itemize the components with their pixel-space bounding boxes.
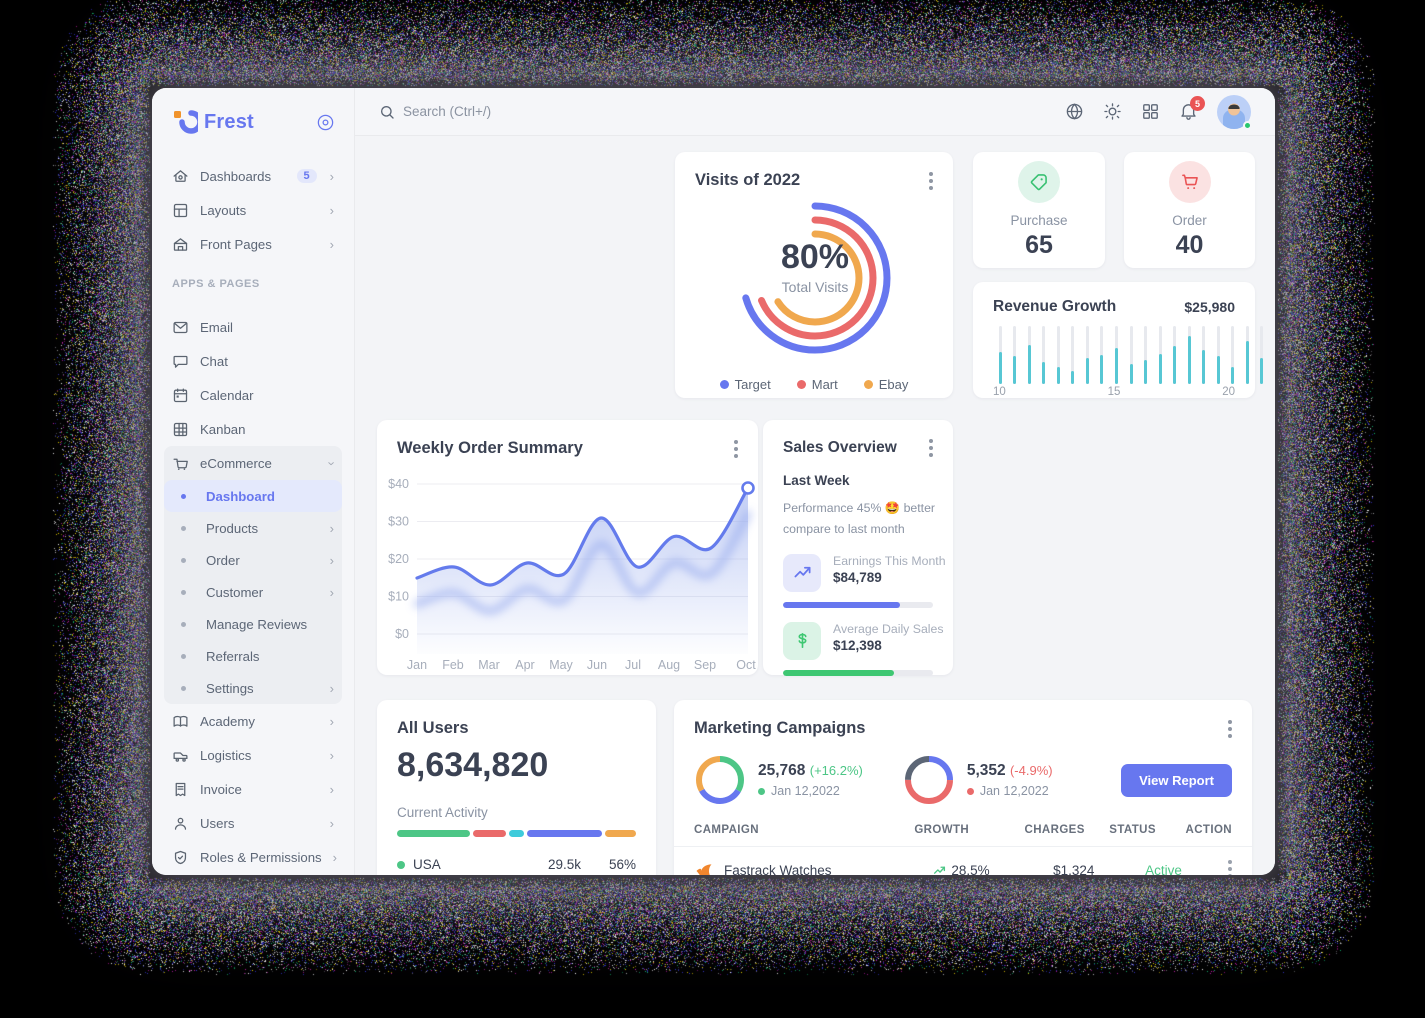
svg-text:$30: $30: [388, 515, 409, 529]
svg-text:Aug: Aug: [658, 658, 680, 672]
svg-text:Jan: Jan: [407, 658, 427, 672]
svg-text:Jul: Jul: [625, 658, 641, 672]
svg-text:Oct: Oct: [736, 658, 756, 672]
svg-text:$10: $10: [388, 590, 409, 604]
svg-text:Feb: Feb: [442, 658, 464, 672]
svg-text:$0: $0: [395, 627, 409, 641]
svg-text:$20: $20: [388, 552, 409, 566]
svg-text:Sep: Sep: [694, 658, 716, 672]
svg-text:Mar: Mar: [478, 658, 500, 672]
svg-text:$40: $40: [388, 477, 409, 491]
svg-text:Jun: Jun: [587, 658, 607, 672]
svg-text:Apr: Apr: [515, 658, 534, 672]
svg-text:May: May: [549, 658, 573, 672]
